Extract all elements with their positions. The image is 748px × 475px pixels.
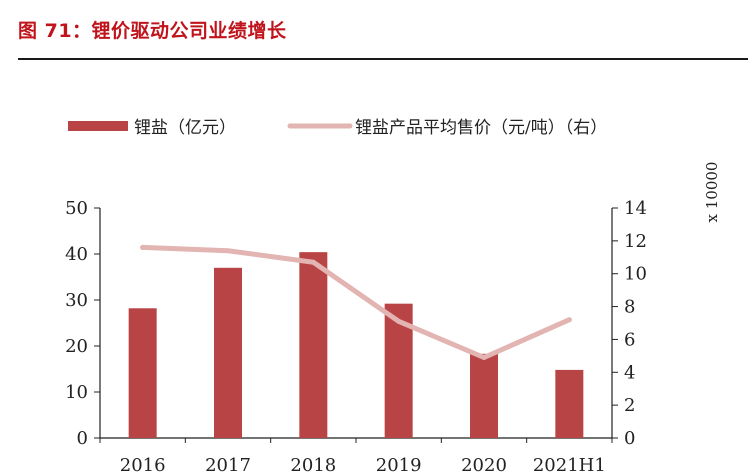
x-tick-label: 2018 — [290, 455, 336, 475]
line-series — [140, 244, 572, 360]
price-line — [140, 244, 572, 360]
x-tick-label: 2021H1 — [533, 455, 606, 475]
title-divider — [18, 58, 748, 60]
bar — [128, 308, 157, 438]
y-right-tick-label: 8 — [624, 297, 635, 318]
y-right-tick-label: 4 — [624, 362, 635, 383]
line-point — [566, 317, 572, 323]
line-point — [481, 355, 487, 360]
bar — [555, 369, 584, 438]
y-left-tick-label: 20 — [65, 336, 88, 357]
bar — [470, 353, 498, 438]
y-right-tick-label: 6 — [624, 329, 635, 350]
line-point — [225, 248, 231, 254]
bar-series — [128, 252, 584, 438]
y-right-tick-label: 14 — [624, 198, 647, 219]
y-left-tick-label: 0 — [77, 428, 88, 449]
y-left-tick-label: 40 — [65, 244, 88, 265]
right-axis-multiplier: x 10000 — [703, 162, 721, 223]
y-right-tick-label: 0 — [624, 428, 635, 449]
legend-swatch-bar — [68, 121, 128, 131]
legend-label-line: 锂盐产品平均售价（元/吨）（右） — [355, 118, 607, 138]
y-left-tick-label: 30 — [65, 290, 88, 311]
line-point — [140, 244, 146, 250]
x-tick-label: 2017 — [205, 455, 251, 475]
x-tick-label: 2016 — [120, 455, 166, 475]
tick-labels: 0 10 20 30 40 50 0 2 4 6 8 10 12 14 2016 2017 2018 2019 20… — [65, 198, 647, 475]
x-tick-label: 2019 — [376, 455, 422, 475]
line-point — [396, 318, 402, 324]
bar — [214, 267, 242, 438]
line-point — [310, 259, 316, 265]
legend-label-bar: 锂盐（亿元） — [134, 118, 236, 138]
y-left-tick-label: 50 — [65, 198, 88, 219]
figure-title: 图 71：锂价驱动公司业绩增长 — [18, 20, 287, 42]
x-tick-label: 2020 — [461, 455, 507, 475]
axes — [94, 207, 618, 443]
y-right-tick-label: 2 — [624, 395, 635, 416]
legend: 锂盐（亿元） 锂盐产品平均售价（元/吨）（右） — [68, 118, 607, 138]
y-right-tick-label: 12 — [624, 231, 647, 252]
y-left-tick-label: 10 — [65, 382, 88, 403]
y-right-tick-label: 10 — [624, 264, 647, 285]
bar — [299, 252, 328, 438]
